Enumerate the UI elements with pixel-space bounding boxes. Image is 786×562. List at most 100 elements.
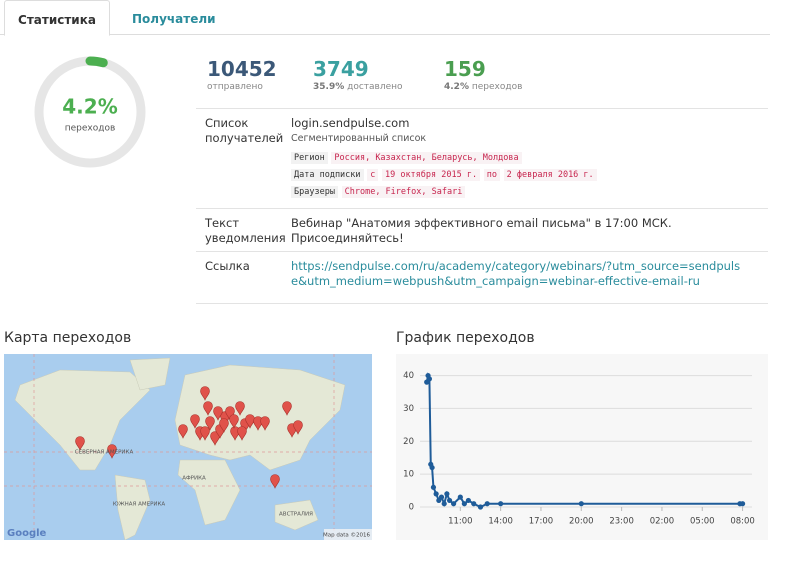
pin — [282, 401, 292, 416]
tag-value: Россия, Казахстан, Беларусь, Молдова — [331, 152, 522, 164]
x-tick-label: 23:00 — [609, 517, 634, 527]
pin — [75, 436, 85, 451]
map-attribution: Map data ©2016 — [323, 532, 370, 539]
x-tick-label: 05:00 — [690, 517, 715, 527]
pin — [237, 426, 247, 441]
point — [433, 491, 439, 497]
point — [457, 494, 463, 500]
point — [426, 376, 433, 382]
donut-label: 4.2% — [62, 95, 117, 119]
stat-value: 159 — [444, 57, 486, 81]
map-label: АВСТРАЛИЯ — [279, 512, 313, 518]
point — [465, 497, 471, 504]
point — [471, 501, 477, 507]
point — [461, 501, 467, 507]
row-label: Ссылка — [205, 259, 250, 273]
donut-caption: переходов — [65, 124, 116, 134]
map-lines — [4, 354, 372, 540]
row-content: Вебинар "Анатомия эффективного email пис… — [291, 216, 672, 245]
pin — [219, 418, 229, 433]
y-tick-label: 40 — [403, 371, 414, 381]
pin — [245, 414, 255, 429]
donut-arc — [85, 56, 108, 68]
pin — [293, 420, 303, 435]
tab-bar-line — [0, 34, 770, 35]
x-tick-label: 11:00 — [448, 517, 473, 527]
tag-value: по — [483, 169, 500, 181]
stat-value: 10452 — [207, 57, 277, 81]
tag-value: Chrome, Firefox, Safari — [341, 186, 466, 198]
point — [451, 501, 457, 507]
pin — [235, 401, 245, 416]
filter-row: Дата подписки с 19 октября 2015 г. по 2 … — [291, 166, 761, 181]
stat-caption-text: переходов — [471, 82, 523, 92]
x-tick-label: 17:00 — [529, 517, 554, 527]
pin — [200, 386, 210, 401]
point — [498, 501, 504, 507]
x-tick-label: 08:00 — [730, 517, 755, 527]
stat-caption-text: доставлено — [347, 82, 403, 92]
map-logo: Google — [7, 528, 47, 539]
pin — [178, 424, 188, 439]
pin — [260, 416, 270, 431]
tag-value: с — [367, 169, 379, 181]
attribution-bg — [324, 529, 372, 540]
point — [441, 501, 447, 507]
tab[interactable]: Получатели — [132, 12, 216, 26]
pin — [205, 416, 215, 431]
filter-row: Регион Россия, Казахстан, Беларусь, Молд… — [291, 149, 761, 164]
chart-bg — [396, 354, 768, 540]
divider — [196, 208, 768, 209]
row-label: Текст уведомления — [205, 216, 286, 245]
point — [430, 484, 437, 490]
stat-percent: 4.2% — [444, 82, 469, 92]
x-tick-label: 02:00 — [650, 517, 675, 527]
map-label: АФРИКА — [182, 476, 206, 482]
section-title: График переходов — [396, 330, 535, 346]
stat-caption: отправлено — [207, 82, 263, 92]
stat-caption: 35.9% доставлено — [313, 82, 403, 92]
stat-value: 3749 — [313, 57, 369, 81]
point — [438, 494, 445, 500]
row-content: login.sendpulse.com Сегментированный спи… — [291, 116, 761, 198]
pin — [190, 414, 200, 429]
point — [444, 491, 450, 497]
tab-active[interactable]: Статистика — [4, 0, 110, 36]
y-tick-label: 30 — [403, 404, 414, 414]
divider — [196, 251, 768, 252]
chart: 0 10 20 30 40 11:00 14:00 17:00 20:00 23:00 02:00 0… — [396, 354, 768, 540]
point — [477, 504, 484, 510]
pin — [107, 444, 117, 459]
login: login.sendpulse.com — [291, 116, 410, 130]
point — [484, 501, 490, 507]
point — [739, 501, 746, 507]
y-tick-label: 20 — [403, 437, 414, 447]
pin — [213, 406, 223, 421]
pins — [75, 386, 303, 489]
y-tick-label: 10 — [403, 470, 414, 480]
map-label: СЕВЕРНАЯ АМЕРИКА — [75, 450, 134, 456]
pin — [270, 474, 280, 489]
stat-caption: 4.2% переходов — [444, 82, 522, 92]
y-tick-label: 0 — [409, 503, 414, 513]
tag: Регион — [291, 152, 328, 164]
point — [429, 464, 435, 471]
tag-value: 2 февраля 2016 г. — [503, 169, 597, 181]
pin — [200, 426, 210, 441]
divider — [196, 303, 768, 304]
pin — [253, 416, 263, 431]
filter-row: Браузеры Chrome, Firefox, Safari — [291, 183, 761, 198]
pin — [229, 414, 239, 429]
point — [446, 497, 453, 504]
link[interactable]: https://sendpulse.com/ru/academy/categor… — [291, 259, 741, 288]
tag-value: 19 октября 2015 г. — [381, 169, 481, 181]
x-tick-label: 20:00 — [569, 517, 594, 527]
pin — [210, 431, 220, 446]
pin — [203, 401, 213, 416]
x-tick-label: 14:00 — [488, 517, 513, 527]
divider — [196, 108, 768, 109]
row-label: Список получателей — [205, 116, 284, 145]
stat-percent: 35.9% — [313, 82, 345, 92]
donut: 4.2% переходов — [34, 56, 146, 168]
